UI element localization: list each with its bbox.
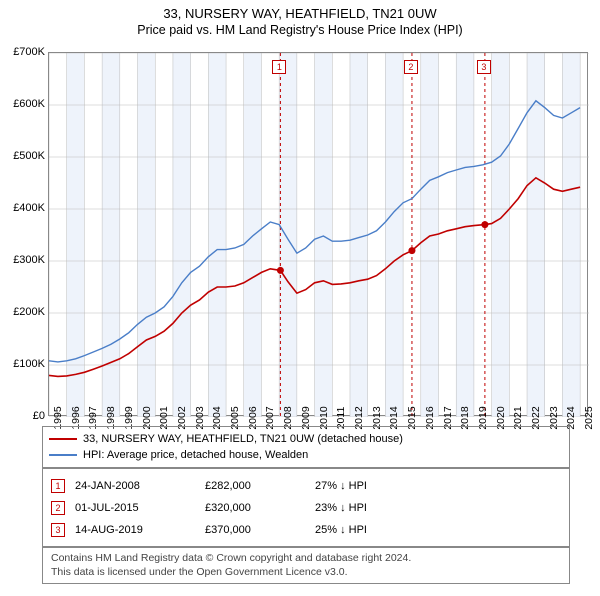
sale-date-2: 01-JUL-2015 bbox=[75, 502, 205, 514]
ytick-label: £100K bbox=[13, 358, 45, 370]
sale-price-2: £320,000 bbox=[205, 502, 315, 514]
sale-date-1: 24-JAN-2008 bbox=[75, 480, 205, 492]
sale-row-2: 2 01-JUL-2015 £320,000 23% ↓ HPI bbox=[51, 497, 561, 519]
ytick-label: £0 bbox=[33, 410, 45, 422]
sale-marker-2: 2 bbox=[51, 501, 65, 515]
sale-marker-1: 1 bbox=[51, 479, 65, 493]
chart-sale-marker: 3 bbox=[477, 60, 491, 74]
legend-swatch-hpi bbox=[49, 454, 77, 456]
ytick-label: £500K bbox=[13, 150, 45, 162]
ytick-label: £400K bbox=[13, 202, 45, 214]
chart-sale-marker: 1 bbox=[272, 60, 286, 74]
footer-line1: Contains HM Land Registry data © Crown c… bbox=[51, 551, 561, 565]
sale-row-3: 3 14-AUG-2019 £370,000 25% ↓ HPI bbox=[51, 519, 561, 541]
sale-marker-3: 3 bbox=[51, 523, 65, 537]
chart-sale-marker: 2 bbox=[404, 60, 418, 74]
sale-date-3: 14-AUG-2019 bbox=[75, 524, 205, 536]
chart-title: 33, NURSERY WAY, HEATHFIELD, TN21 0UW bbox=[0, 6, 600, 21]
sale-price-1: £282,000 bbox=[205, 480, 315, 492]
sale-diff-1: 27% ↓ HPI bbox=[315, 480, 425, 492]
ytick-label: £700K bbox=[13, 46, 45, 58]
chart-container: 33, NURSERY WAY, HEATHFIELD, TN21 0UW Pr… bbox=[0, 6, 600, 596]
chart-plot-area bbox=[48, 52, 588, 416]
chart-subtitle: Price paid vs. HM Land Registry's House … bbox=[0, 23, 600, 37]
legend-label-property: 33, NURSERY WAY, HEATHFIELD, TN21 0UW (d… bbox=[83, 433, 403, 445]
footer-line2: This data is licensed under the Open Gov… bbox=[51, 565, 561, 579]
legend-label-hpi: HPI: Average price, detached house, Weal… bbox=[83, 449, 308, 461]
legend: 33, NURSERY WAY, HEATHFIELD, TN21 0UW (d… bbox=[42, 426, 570, 468]
chart-svg bbox=[49, 53, 589, 417]
ytick-label: £300K bbox=[13, 254, 45, 266]
ytick-label: £200K bbox=[13, 306, 45, 318]
legend-row-property: 33, NURSERY WAY, HEATHFIELD, TN21 0UW (d… bbox=[49, 431, 563, 447]
ytick-label: £600K bbox=[13, 98, 45, 110]
sale-diff-3: 25% ↓ HPI bbox=[315, 524, 425, 536]
footer-attribution: Contains HM Land Registry data © Crown c… bbox=[42, 546, 570, 584]
legend-row-hpi: HPI: Average price, detached house, Weal… bbox=[49, 447, 563, 463]
sale-diff-2: 23% ↓ HPI bbox=[315, 502, 425, 514]
sale-price-3: £370,000 bbox=[205, 524, 315, 536]
xtick-label: 2025 bbox=[583, 406, 595, 429]
sale-row-1: 1 24-JAN-2008 £282,000 27% ↓ HPI bbox=[51, 475, 561, 497]
legend-swatch-property bbox=[49, 438, 77, 440]
sales-table: 1 24-JAN-2008 £282,000 27% ↓ HPI 2 01-JU… bbox=[42, 468, 570, 548]
